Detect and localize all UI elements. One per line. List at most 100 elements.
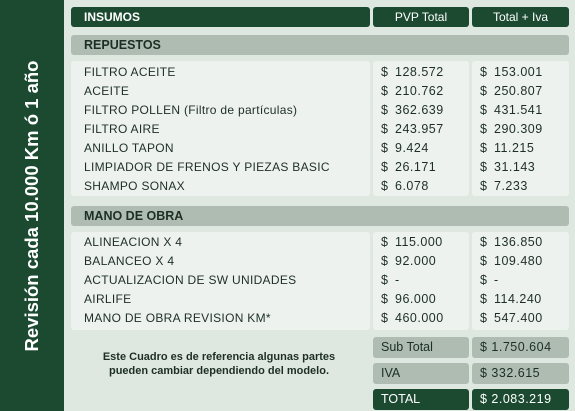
currency-symbol: $ (381, 292, 389, 306)
item-name: AIRLIFE (84, 292, 132, 306)
iva-value: - (494, 273, 499, 287)
pvp-value: 362.639 (395, 103, 444, 117)
table-row: ACEITE $210.762 $250.807 (71, 82, 569, 101)
pvp-value: 9.424 (395, 141, 429, 155)
pvp-value: - (395, 273, 400, 287)
table-row: AIRLIFE $96.000 $114.240 (71, 290, 569, 309)
item-pvp-total: $243.957 (373, 120, 469, 139)
table-row: FILTRO AIRE $243.957 $290.309 (71, 120, 569, 139)
subtotal-value: $ 1.750.604 (472, 337, 569, 358)
table-row: FILTRO POLLEN (Filtro de partículas) $362… (71, 101, 569, 120)
item-pvp-total: $9.424 (373, 139, 469, 158)
header-insumos: INSUMOS (71, 7, 370, 27)
currency-symbol: $ (480, 235, 488, 249)
iva-value: 547.400 (494, 311, 543, 325)
item-pvp-total: $26.171 (373, 158, 469, 177)
item-name: BALANCEO X 4 (84, 254, 175, 268)
item-name: FILTRO ACEITE (84, 65, 176, 79)
pvp-value: 460.000 (395, 311, 444, 325)
section-repuestos-title: REPUESTOS (71, 35, 569, 55)
mano-obra-pvp-box (373, 232, 469, 330)
item-pvp-total: $ - (373, 271, 469, 290)
item-total-iva: $7.233 (472, 177, 569, 196)
pvp-value: 128.572 (395, 65, 444, 79)
currency-symbol: $ (480, 84, 488, 98)
table-row: ANILLO TAPON $9.424 $11.215 (71, 139, 569, 158)
iva-value: 136.850 (494, 235, 543, 249)
iva-value: 290.309 (494, 122, 543, 136)
item-total-iva: $ - (472, 271, 569, 290)
item-total-iva: $250.807 (472, 82, 569, 101)
table-row: ALINEACION X 4 $115.000 $136.850 (71, 233, 569, 252)
item-total-iva: $153.001 (472, 63, 569, 82)
item-name: LIMPIADOR DE FRENOS Y PIEZAS BASIC (84, 160, 330, 174)
pvp-value: 115.000 (395, 235, 443, 249)
table-header: INSUMOS PVP Total Total + Iva (71, 7, 569, 27)
item-pvp-total: $115.000 (373, 233, 469, 252)
iva-value: 431.541 (494, 103, 543, 117)
header-pvp-total: PVP Total (373, 7, 469, 27)
currency-symbol: $ (381, 235, 389, 249)
item-total-iva: $547.400 (472, 309, 569, 328)
item-name: ANILLO TAPON (84, 141, 174, 155)
currency-symbol: $ (381, 65, 389, 79)
item-total-iva: $136.850 (472, 233, 569, 252)
repuestos-pvp-box (373, 61, 469, 196)
iva-value: 11.215 (494, 141, 535, 155)
item-name: FILTRO POLLEN (Filtro de partículas) (84, 103, 298, 117)
pvp-value: 210.762 (395, 84, 444, 98)
table-row: SHAMPO SONAX $6.078 $7.233 (71, 177, 569, 196)
currency-symbol: $ (480, 292, 488, 306)
currency-symbol: $ (381, 103, 389, 117)
item-total-iva: $114.240 (472, 290, 569, 309)
item-pvp-total: $96.000 (373, 290, 469, 309)
item-name: ACTUALIZACION DE SW UNIDADES (84, 273, 297, 287)
iva-label: IVA (373, 363, 469, 384)
table-row: LIMPIADOR DE FRENOS Y PIEZAS BASIC $26.17… (71, 158, 569, 177)
item-name: ALINEACION X 4 (84, 235, 183, 249)
item-pvp-total: $92.000 (373, 252, 469, 271)
currency-symbol: $ (480, 254, 488, 268)
currency-symbol: $ (381, 160, 389, 174)
currency-symbol: $ (480, 65, 488, 79)
item-pvp-total: $362.639 (373, 101, 469, 120)
item-name: MANO DE OBRA REVISION KM* (84, 311, 271, 325)
table-row: BALANCEO X 4 $92.000 $109.480 (71, 252, 569, 271)
mano-obra-iva-box (472, 232, 569, 330)
currency-symbol: $ (480, 179, 488, 193)
item-total-iva: $109.480 (472, 252, 569, 271)
side-banner: Revisión cada 10.000 Km ó 1 año (0, 0, 64, 411)
disclaimer-note: Este Cuadro es de referencia algunas par… (102, 351, 336, 377)
item-name: ACEITE (84, 84, 130, 98)
pvp-value: 92.000 (395, 254, 437, 268)
item-pvp-total: $460.000 (373, 309, 469, 328)
table-row: ACTUALIZACION DE SW UNIDADES $ - $ - (71, 271, 569, 290)
header-total-iva: Total + Iva (472, 7, 569, 27)
currency-symbol: $ (381, 273, 389, 287)
iva-value: 31.143 (494, 160, 536, 174)
item-name: SHAMPO SONAX (84, 179, 185, 193)
iva-value: 250.807 (494, 84, 543, 98)
mano-obra-items-box (71, 232, 370, 330)
pvp-value: 26.171 (395, 160, 437, 174)
currency-symbol: $ (381, 179, 389, 193)
currency-symbol: $ (381, 141, 389, 155)
item-name: FILTRO AIRE (84, 122, 160, 136)
table-row: FILTRO ACEITE $128.572 $153.001 (71, 63, 569, 82)
currency-symbol: $ (480, 160, 488, 174)
currency-symbol: $ (381, 84, 389, 98)
currency-symbol: $ (480, 141, 488, 155)
pvp-value: 96.000 (395, 292, 437, 306)
item-total-iva: $11.215 (472, 139, 569, 158)
side-title: Revisión cada 10.000 Km ó 1 año (21, 60, 42, 352)
currency-symbol: $ (480, 103, 488, 117)
iva-value: 153.001 (494, 65, 543, 79)
iva-value: 7.233 (494, 179, 528, 193)
item-pvp-total: $6.078 (373, 177, 469, 196)
currency-symbol: $ (381, 122, 389, 136)
iva-value: 109.480 (494, 254, 543, 268)
currency-symbol: $ (480, 122, 488, 136)
currency-symbol: $ (381, 311, 389, 325)
repuestos-iva-box (472, 61, 569, 196)
pvp-value: 243.957 (395, 122, 444, 136)
